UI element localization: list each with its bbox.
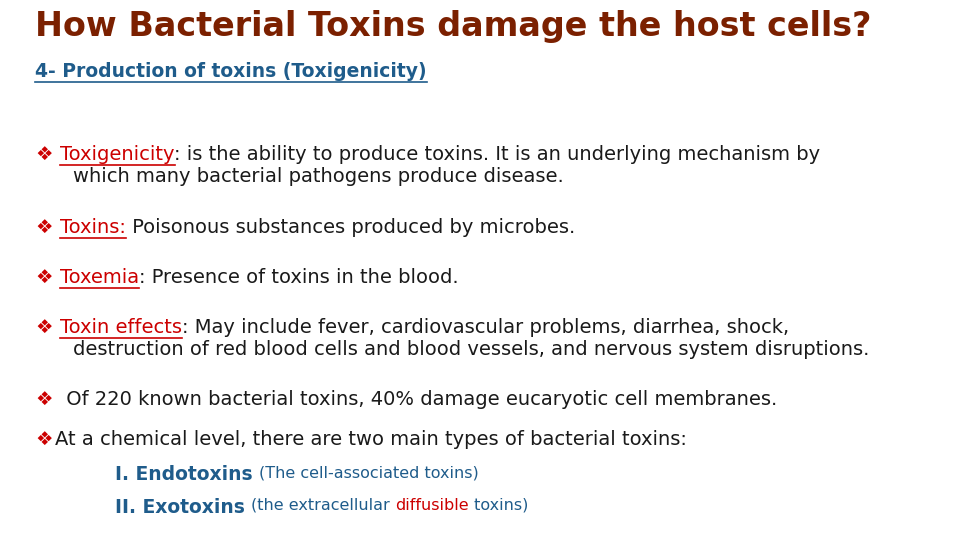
Text: Toxin effects: Toxin effects (60, 318, 182, 337)
Text: ❖: ❖ (35, 318, 53, 337)
Text: At a chemical level, there are two main types of bacterial toxins:: At a chemical level, there are two main … (55, 430, 686, 449)
Text: which many bacterial pathogens produce disease.: which many bacterial pathogens produce d… (73, 167, 564, 186)
Text: ❖: ❖ (35, 145, 53, 164)
Text: Of 220 known bacterial toxins, 40% damage eucaryotic cell membranes.: Of 220 known bacterial toxins, 40% damag… (60, 390, 778, 409)
Text: : is the ability to produce toxins. It is an underlying mechanism by: : is the ability to produce toxins. It i… (175, 145, 821, 164)
Text: (The cell-associated toxins): (The cell-associated toxins) (259, 465, 479, 480)
Text: Toxins:: Toxins: (60, 218, 126, 237)
Text: : May include fever, cardiovascular problems, diarrhea, shock,: : May include fever, cardiovascular prob… (182, 318, 789, 337)
Text: 4- Production of toxins (Toxigenicity): 4- Production of toxins (Toxigenicity) (35, 62, 426, 81)
Text: destruction of red blood cells and blood vessels, and nervous system disruptions: destruction of red blood cells and blood… (73, 340, 870, 359)
Text: ❖: ❖ (35, 218, 53, 237)
Text: : Presence of toxins in the blood.: : Presence of toxins in the blood. (139, 268, 459, 287)
Text: toxins): toxins) (468, 498, 528, 513)
Text: diffusible: diffusible (396, 498, 468, 513)
Text: I. Endotoxins: I. Endotoxins (115, 465, 259, 484)
Text: Toxemia: Toxemia (60, 268, 139, 287)
Text: Toxigenicity: Toxigenicity (60, 145, 175, 164)
Text: Poisonous substances produced by microbes.: Poisonous substances produced by microbe… (126, 218, 575, 237)
Text: II. Exotoxins: II. Exotoxins (115, 498, 252, 517)
Text: How Bacterial Toxins damage the host cells?: How Bacterial Toxins damage the host cel… (35, 10, 872, 43)
Text: ❖: ❖ (35, 390, 53, 409)
Text: ❖: ❖ (35, 268, 53, 287)
Text: ❖: ❖ (35, 430, 53, 449)
Text: (the extracellular: (the extracellular (252, 498, 396, 513)
